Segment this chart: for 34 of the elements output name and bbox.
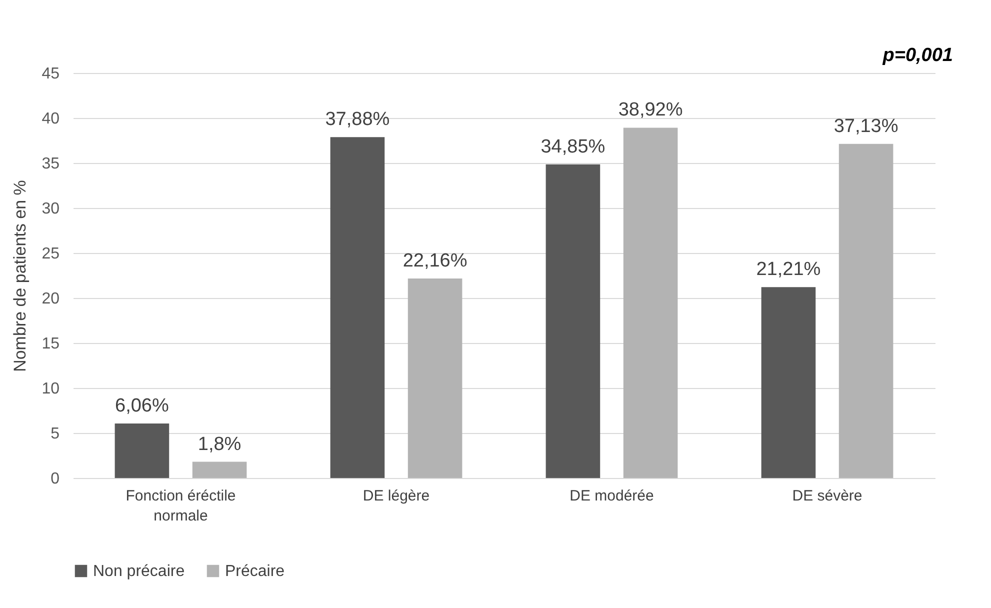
y-tick-label: 35: [42, 156, 60, 172]
y-tick-label: 30: [42, 200, 60, 218]
data-label: 22,16%: [402, 250, 468, 272]
x-tick-label: Fonction éréctile normale: [126, 488, 236, 524]
x-tick-label: DE légère: [362, 488, 430, 504]
data-label: 21,21%: [756, 259, 821, 280]
x-tick-label: DE sévère: [792, 488, 862, 504]
data-label: 6,06%: [115, 395, 169, 416]
y-tick-label: 25: [42, 246, 60, 262]
data-label: 38,92%: [618, 100, 683, 121]
bar: [546, 164, 600, 478]
y-tick-label: 10: [42, 380, 60, 398]
legend-label: Précaire: [225, 563, 285, 580]
bar: [623, 128, 678, 478]
text: p=0,001: [882, 45, 953, 66]
y-tick-label: 40: [42, 110, 60, 128]
data-label: 34,85%: [540, 136, 606, 158]
y-axis-title: Nombre de patients en %: [10, 180, 30, 372]
y-tick-label: 45: [42, 66, 60, 82]
bar: [192, 462, 247, 478]
y-tick-label: 5: [50, 426, 60, 442]
bar: [114, 423, 170, 478]
bar: [330, 137, 385, 478]
bar: [408, 278, 462, 478]
y-tick-label: 0: [50, 470, 60, 488]
y-tick-label: 15: [42, 336, 60, 352]
x-tick-label: DE modérée: [570, 488, 654, 504]
y-tick-label: 20: [42, 290, 60, 308]
data-label: 37,88%: [325, 109, 390, 130]
bar: [761, 287, 816, 478]
legend-label: Non précaire: [93, 563, 185, 580]
data-label: 1,8%: [198, 434, 242, 455]
bar: [838, 144, 894, 478]
data-label: 37,13%: [834, 116, 898, 137]
